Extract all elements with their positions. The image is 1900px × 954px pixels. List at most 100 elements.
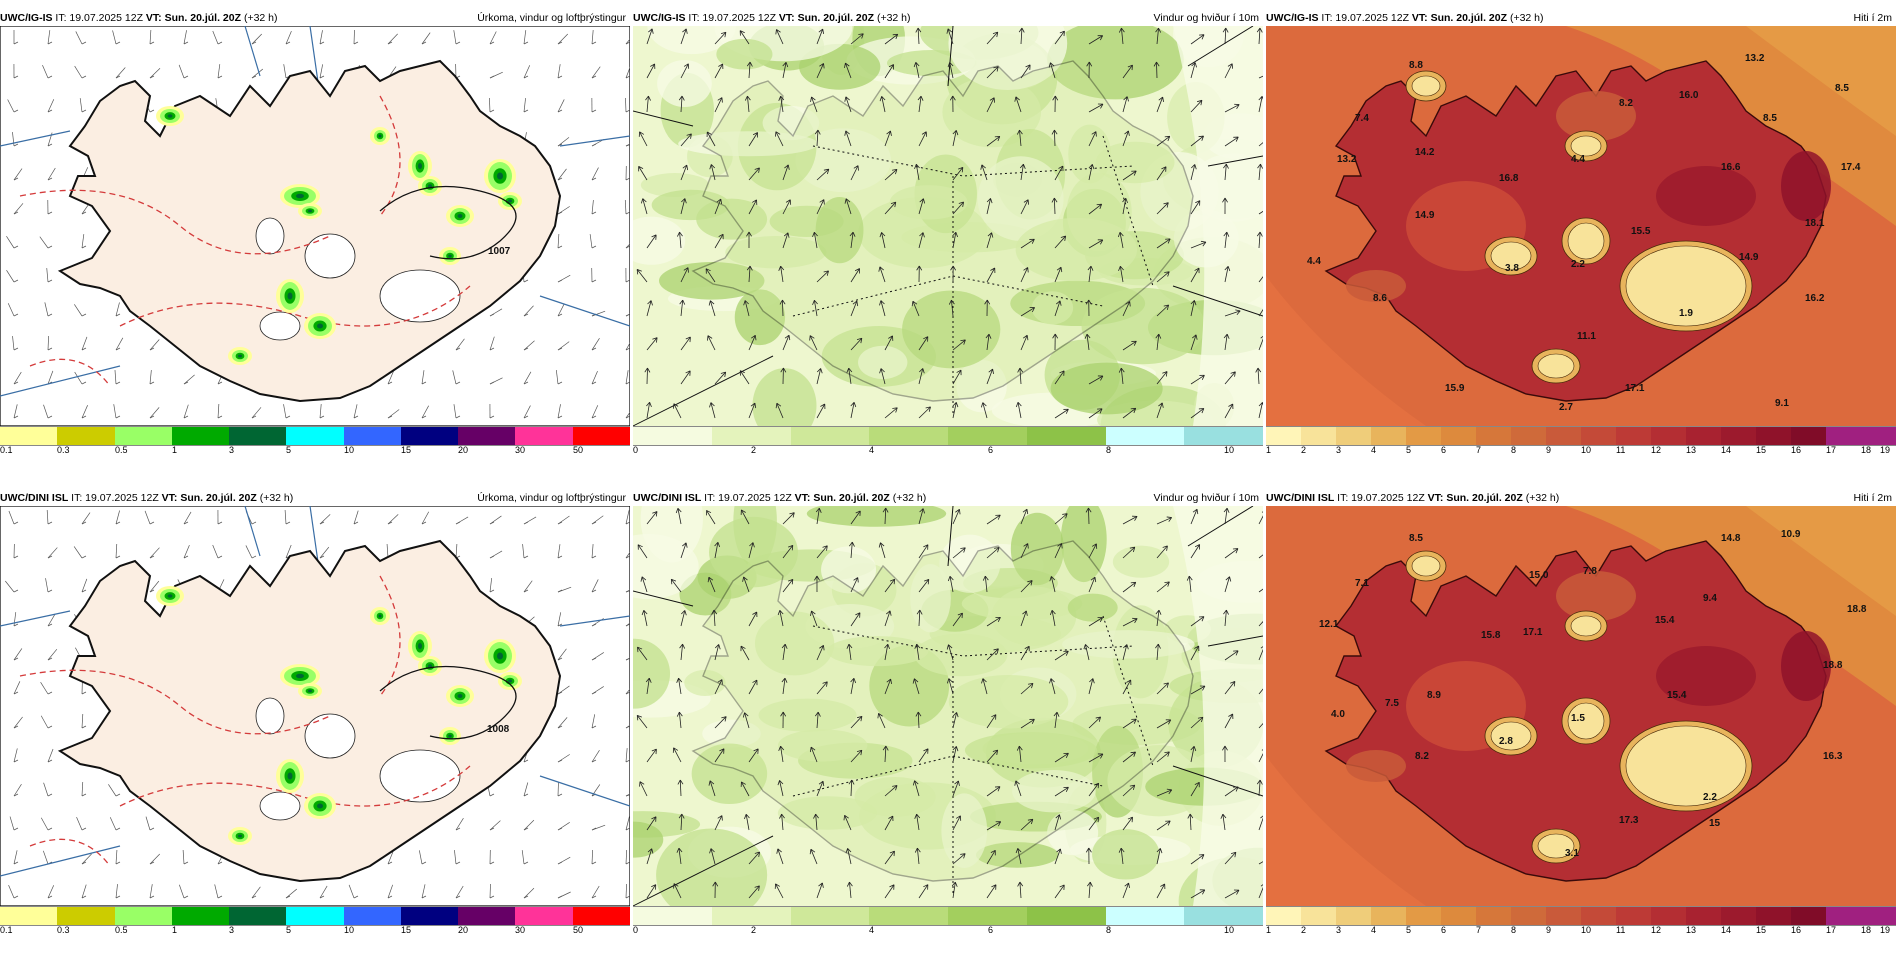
lead-time: (+32 h) [1526,492,1560,504]
colorbar-tick-label: 13 [1686,925,1696,935]
colorbar-tick-label: 30 [515,925,525,935]
colorbar-tick-label: 4 [1371,445,1376,455]
colorbar-tick-label: 14 [1721,445,1731,455]
temperature-value: 16.2 [1805,293,1824,304]
colorbar-tick-label: 1 [1266,445,1271,455]
lead-time: (+32 h) [877,12,911,24]
colorbar-tick-label: 18 [1861,925,1871,935]
panel-title: Vindur og hviður í 10m [1154,490,1259,506]
colorbar-swatch [1756,907,1791,925]
colorbar-swatch [1184,907,1263,925]
colorbar-swatch [1027,427,1106,445]
panel-ig-temp: UWC/IG-IS IT: 19.07.2025 12Z VT: Sun. 20… [1266,10,1896,474]
temperature-value: 4.4 [1571,154,1585,165]
colorbar-swatch [229,427,286,445]
init-time: IT: 19.07.2025 12Z [71,492,159,504]
colorbar-swatch [1511,427,1546,445]
colorbar-swatch [1756,427,1791,445]
temperature-value: 8.6 [1373,293,1387,304]
colorbar-tick-label: 10 [1224,925,1234,935]
colorbar-swatch [1651,907,1686,925]
temperature-value: 2.7 [1559,402,1573,413]
colorbar-swatch [344,427,401,445]
colorbar-swatch [515,427,572,445]
colorbar-swatch [1266,907,1301,925]
colorbar-swatch [948,427,1027,445]
colorbar-swatch [948,907,1027,925]
colorbar-swatch [791,427,870,445]
init-time: IT: 19.07.2025 12Z [55,12,143,24]
colorbar-tick-label: 13 [1686,445,1696,455]
panel-title: Hiti í 2m [1853,490,1892,506]
colorbar-tick-label: 20 [458,925,468,935]
colorbar [0,426,630,446]
colorbar-swatch [115,427,172,445]
temperature-value: 8.5 [1763,113,1777,124]
panel-dini-temp: UWC/DINI ISL IT: 19.07.2025 12Z VT: Sun.… [1266,490,1896,954]
colorbar-swatch [1371,427,1406,445]
temperature-value: 10.9 [1781,529,1800,540]
colorbar-swatch [344,907,401,925]
colorbar-swatch [573,427,630,445]
colorbar-swatch [869,427,948,445]
colorbar-tick-label: 6 [1441,925,1446,935]
colorbar-tick-label: 2 [751,925,756,935]
temperature-value: 3.1 [1565,848,1579,859]
colorbar-swatch [869,907,948,925]
temperature-value: 8.8 [1409,60,1423,71]
colorbar [633,906,1263,926]
colorbar-swatch [229,907,286,925]
colorbar-swatch [1616,907,1651,925]
colorbar-tick-label: 7 [1476,445,1481,455]
temperature-value: 8.5 [1835,83,1849,94]
colorbar-swatch [1686,907,1721,925]
temperature-value: 9.1 [1775,398,1789,409]
colorbar-tick-label: 0 [633,925,638,935]
colorbar [1266,426,1896,446]
colorbar-tick-label: 5 [1406,925,1411,935]
init-time: IT: 19.07.2025 12Z [688,12,776,24]
panel-dini-wind: UWC/DINI ISL IT: 19.07.2025 12Z VT: Sun.… [633,490,1263,954]
panel-header: UWC/DINI ISL IT: 19.07.2025 12Z VT: Sun.… [0,490,630,506]
init-time: IT: 19.07.2025 12Z [704,492,792,504]
temperature-value: 18.1 [1805,218,1824,229]
panel-title: Úrkoma, vindur og loftþrýstingur [477,10,626,26]
colorbar-swatch [458,907,515,925]
colorbar-tick-label: 8 [1106,445,1111,455]
colorbar-tick-label: 8 [1511,925,1516,935]
colorbar-tick-label: 4 [869,445,874,455]
colorbar-swatch [1826,427,1861,445]
colorbar-tick-label: 12 [1651,925,1661,935]
temperature-value: 7.8 [1583,566,1597,577]
colorbar-swatch [1616,427,1651,445]
colorbar-tick-label: 9 [1546,445,1551,455]
colorbar-swatch [1406,427,1441,445]
colorbar-swatch [1581,427,1616,445]
colorbar-tick-label: 0 [633,445,638,455]
temperature-value: 1.9 [1679,308,1693,319]
panel-ig-wind: UWC/IG-IS IT: 19.07.2025 12Z VT: Sun. 20… [633,10,1263,474]
panel-title: Úrkoma, vindur og loftþrýstingur [477,490,626,506]
colorbar-swatch [712,427,791,445]
colorbar-swatch [1791,907,1826,925]
panel-dini-precip: UWC/DINI ISL IT: 19.07.2025 12Z VT: Sun.… [0,490,630,954]
colorbar-swatch [1861,427,1896,445]
colorbar [0,906,630,926]
valid-time: VT: Sun. 20.júl. 20Z [779,12,874,24]
colorbar-swatch [57,907,114,925]
colorbar-swatch [1301,427,1336,445]
temperature-value: 8.2 [1415,751,1429,762]
colorbar-swatch [1826,907,1861,925]
colorbar-tick-label: 50 [573,925,583,935]
temperature-value: 2.2 [1571,259,1585,270]
colorbar-swatch [172,427,229,445]
colorbar-swatch [1686,427,1721,445]
temperature-value: 2.2 [1703,792,1717,803]
colorbar-tick-label: 1 [172,445,177,455]
panel-header: UWC/IG-IS IT: 19.07.2025 12Z VT: Sun. 20… [1266,10,1896,26]
